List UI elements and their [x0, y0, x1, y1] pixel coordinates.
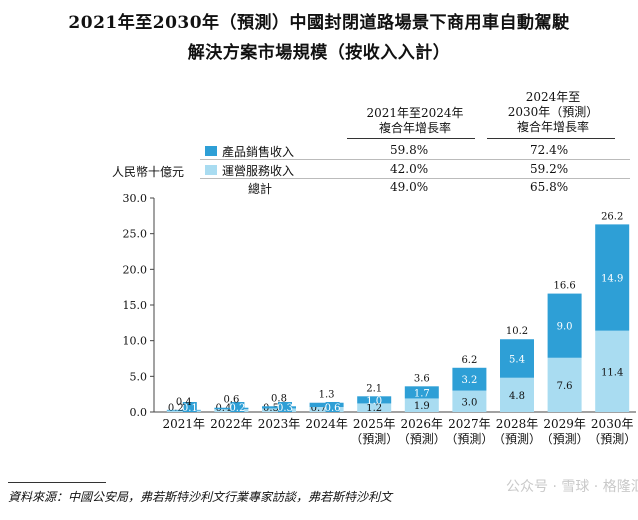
source-note: 資料來源：中國公安局，弗若斯特沙利文行業專家訪談，弗若斯特沙利文 [8, 490, 393, 504]
x-tick-label: 2025年 [353, 417, 396, 431]
bar-segment-product [404, 386, 439, 399]
table-row-rule [200, 178, 630, 179]
data-label-service: 4.8 [509, 391, 525, 402]
x-tick-label: （預測） [398, 432, 446, 446]
x-tick-label: 2024年 [305, 417, 348, 431]
source-rule [8, 482, 106, 483]
header-rule [487, 138, 615, 139]
x-tick-label: （預測） [350, 432, 398, 446]
data-label-product: 0.3 [277, 403, 293, 414]
y-tick-label: 10.0 [123, 335, 148, 348]
y-tick-label: 15.0 [123, 299, 148, 312]
bar-segment-product [452, 367, 487, 391]
data-label-service: 1.2 [366, 403, 382, 414]
x-tick-label: 2021年 [163, 417, 206, 431]
data-label-service: 11.4 [601, 367, 623, 378]
data-label-total: 26.2 [601, 211, 623, 222]
legend-label-product: 產品銷售收入 [222, 145, 295, 159]
x-tick-label: 2027年 [448, 417, 491, 431]
data-label-service: 7.6 [557, 381, 573, 392]
data-label-service: 1.9 [414, 401, 430, 412]
bar-segment-service [547, 357, 582, 412]
data-label-total: 0.8 [271, 393, 287, 404]
bar-segment-product [547, 293, 582, 358]
data-label-total: 0.4 [176, 397, 192, 408]
bar-segment-product [357, 396, 392, 404]
bar-segment-service [452, 390, 487, 412]
bar-segment-product [595, 224, 630, 331]
data-label-service: 3.0 [461, 397, 477, 408]
data-label-total: 1.3 [319, 390, 335, 401]
x-tick-label: 2029年 [543, 417, 586, 431]
growth-table: 2021年至2024年 複合年增長率 2024年至 2030年（預測） 複合年增… [0, 0, 638, 200]
legend-swatch-product [205, 146, 217, 156]
stacked-bar-chart: 0.05.010.015.020.025.030.00.20.10.42021年… [123, 192, 637, 446]
cagr1-header: 2021年至2024年 複合年增長率 [340, 106, 490, 136]
data-label-background [278, 402, 292, 412]
data-label-total: 6.2 [461, 355, 477, 366]
y-axis-unit-label: 人民幣十億元 [112, 165, 185, 179]
cagr-value: 42.0% [390, 162, 429, 176]
bar-segment-service [500, 377, 534, 412]
x-tick-label: 2023年 [258, 417, 301, 431]
cagr2-header: 2024年至 2030年（預測） 複合年增長率 [478, 90, 628, 135]
y-tick-label: 25.0 [123, 228, 148, 241]
data-label-background [230, 402, 245, 412]
bar-segment-service [595, 330, 630, 412]
data-label-product: 9.0 [557, 322, 573, 333]
legend-label-total: 總計 [248, 182, 273, 196]
legend-label-service: 運營服務收入 [222, 164, 295, 178]
cagr-value: 59.8% [390, 143, 429, 157]
cagr1-header-line: 2021年至2024年 [366, 106, 464, 120]
cagr2-header-line: 複合年增長率 [516, 120, 589, 134]
data-label-service: 0.2 [168, 403, 184, 414]
x-tick-label: （預測） [493, 432, 541, 446]
x-tick-label: 2028年 [496, 417, 539, 431]
chart-title-line1: 2021年至2030年（預測）中國封閉道路場景下商用車自動駕駛 [68, 13, 570, 33]
data-label-product: 5.4 [509, 355, 525, 366]
bar-segment-service [404, 398, 439, 412]
y-tick-label: 30.0 [123, 192, 148, 205]
x-tick-label: 2030年 [591, 417, 634, 431]
cagr2-header-line: 2024年至 [525, 90, 581, 104]
data-label-product: 14.9 [601, 274, 623, 285]
data-label-total: 3.6 [414, 373, 430, 384]
table-row-rule [200, 159, 630, 160]
data-label-product: 1.7 [414, 388, 430, 399]
data-label-product: 0.6 [325, 403, 341, 414]
x-tick-label: 2022年 [210, 417, 253, 431]
data-label-total: 16.6 [553, 281, 575, 292]
y-tick-label: 5.0 [130, 370, 148, 383]
chart-title-line2: 解決方案市場規模（按收入入計） [187, 43, 451, 63]
x-tick-label: 2026年 [401, 417, 444, 431]
data-label-total: 10.2 [506, 326, 528, 337]
cagr-value: 72.4% [530, 143, 569, 157]
watermark: 公众号 · 雪球 · 格隆汇 [506, 479, 638, 495]
y-tick-label: 20.0 [123, 263, 148, 276]
x-tick-label: （預測） [445, 432, 493, 446]
x-tick-label: （預測） [588, 432, 636, 446]
data-label-service: 0.5 [263, 403, 279, 414]
cagr-value: 65.8% [530, 180, 569, 194]
data-label-product: 3.2 [461, 375, 477, 386]
data-label-product: 0.2 [229, 403, 245, 414]
cagr1-header-line: 複合年增長率 [378, 121, 451, 135]
bar-segment-product [500, 339, 534, 378]
data-label-service: 0.7 [311, 403, 327, 414]
cagr2-header-line: 2030年（預測） [507, 105, 599, 119]
cagr-value: 49.0% [390, 180, 429, 194]
legend-swatch-service [205, 165, 217, 175]
data-label-product: 1.0 [366, 396, 382, 407]
data-label-product: 0.1 [182, 403, 198, 414]
bar-segment-service [357, 403, 392, 412]
y-tick-label: 0.0 [130, 406, 148, 419]
data-label-total: 2.1 [366, 383, 382, 394]
x-tick-label: （預測） [541, 432, 589, 446]
data-label-background [182, 402, 197, 412]
data-label-total: 0.6 [223, 395, 239, 406]
cagr-value: 59.2% [530, 162, 569, 176]
header-rule [347, 138, 475, 139]
data-label-background [325, 402, 340, 412]
